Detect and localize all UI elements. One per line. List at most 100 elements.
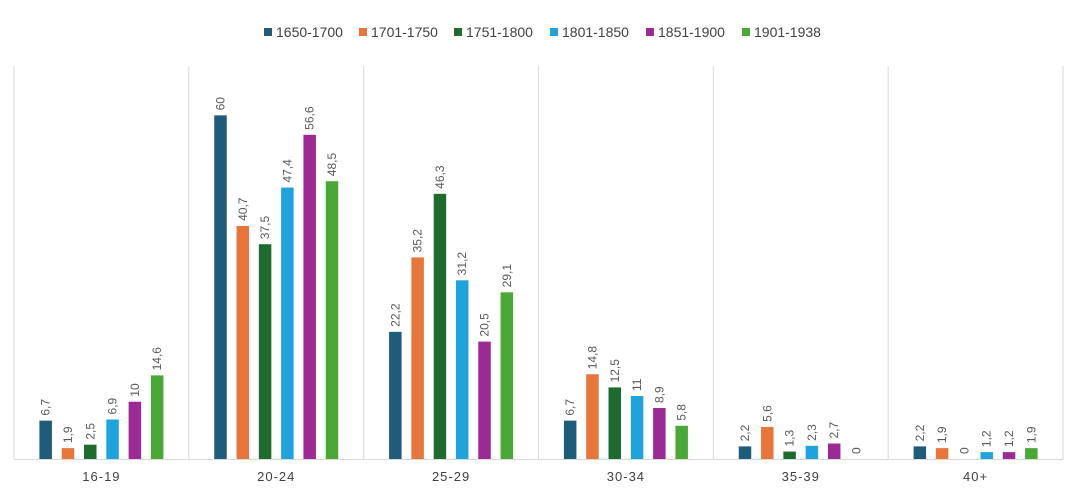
bar-value-label: 0 [850,447,864,454]
bar-value-label: 1,2 [980,430,994,447]
legend-label: 1650-1700 [276,24,343,40]
value-labels: 6,7 1,9 2,5 6,9 10 14,6 60 40,7 37,5 47,4 56,6 48,5… [39,97,1039,454]
bar-value-label: 6,7 [39,399,53,416]
bar [827,443,841,459]
bar [150,375,164,459]
x-tick-label: 40+ [963,469,988,484]
bar [1025,448,1038,459]
bar-value-label: 1,9 [935,426,949,443]
bar-value-label: 35,2 [411,229,425,253]
bar [39,420,52,459]
bar [61,448,75,459]
x-tick-label: 25-29 [432,469,470,484]
bar-value-label: 10 [128,383,142,397]
x-tick-label: 35-39 [782,469,820,484]
bar-value-label: 1,2 [1002,430,1016,447]
bar-value-label: 6,7 [563,399,577,416]
bar-value-label: 1,3 [783,430,797,447]
bar [433,193,447,459]
bar [258,244,272,459]
bar-value-label: 8,9 [652,386,666,403]
x-tick-label: 20-24 [257,469,295,484]
legend-item: 1650-1700 [264,24,343,40]
category-separators [13,66,1064,460]
bar-value-label: 0 [957,447,971,454]
bar [805,445,819,459]
legend-label: 1701-1750 [371,24,438,40]
bar [675,425,688,459]
bar-value-label: 56,6 [303,106,317,130]
bar [303,134,316,459]
bars [39,115,1038,459]
bar-value-label: 1,9 [61,426,75,443]
bar-value-label: 5,8 [675,404,689,421]
bar [389,331,402,459]
bar [563,420,577,459]
bar [630,396,644,459]
x-tick-label: 16-19 [82,469,120,484]
bar [500,292,514,459]
bar [1002,452,1016,459]
bar-value-label: 2,5 [83,423,97,440]
bar [325,181,339,459]
legend-swatch [550,28,558,36]
bar [935,448,949,459]
bar [128,401,142,459]
x-tick-label: 30-34 [607,469,645,484]
legend-item: 1701-1750 [359,24,438,40]
bar [478,341,491,459]
legend-item: 1851-1900 [646,24,725,40]
legend-swatch [742,28,750,36]
bar [411,257,424,459]
bar-value-label: 6,9 [106,397,120,414]
bar [913,446,927,459]
legend-label: 1801-1850 [562,24,629,40]
bar [106,419,119,459]
bar [236,225,250,459]
legend-label: 1851-1900 [658,24,725,40]
legend-swatch [454,28,462,36]
bar-value-label: 48,5 [325,153,339,177]
bar-value-label: 29,1 [500,264,514,288]
legend-item: 1901-1938 [742,24,821,40]
bar-value-label: 14,8 [585,346,599,370]
bar [281,187,294,459]
legend-label: 1751-1800 [466,24,533,40]
bar [980,452,993,459]
bar-value-label: 46,3 [433,165,447,189]
x-axis: 16-19 20-24 25-29 30-34 35-39 40+ [82,469,988,484]
bar-value-label: 1,9 [1024,426,1038,443]
legend-item: 1751-1800 [454,24,533,40]
bar [608,387,622,459]
bar-value-label: 5,6 [760,405,774,422]
bar-value-label: 12,5 [608,359,622,383]
bar-value-label: 60 [214,97,228,111]
legend-swatch [646,28,654,36]
bar [455,280,469,459]
legend-swatch [359,28,367,36]
legend-item: 1801-1850 [550,24,629,40]
bar-value-label: 40,7 [236,197,250,221]
legend-swatch [264,28,272,36]
bar-value-label: 2,7 [827,422,841,439]
bar-value-label: 31,2 [455,252,469,276]
bar [214,115,227,459]
bar [84,444,97,459]
bar [586,374,599,459]
bar-value-label: 2,3 [805,424,819,441]
bar-value-label: 22,2 [388,303,402,327]
bar [761,426,774,459]
legend: 1650-1700 1701-1750 1751-1800 1801-1850 1851… [264,24,821,40]
bar-value-label: 20,5 [478,313,492,337]
bar [738,446,752,459]
bar [783,451,796,459]
bar-value-label: 2,2 [738,424,752,441]
bar-value-label: 37,5 [258,216,272,240]
bar-value-label: 11 [630,378,644,391]
bar-value-label: 47,4 [280,159,294,183]
legend-label: 1901-1938 [754,24,821,40]
bar-value-label: 14,6 [150,347,164,371]
bar-value-label: 2,2 [913,424,927,441]
